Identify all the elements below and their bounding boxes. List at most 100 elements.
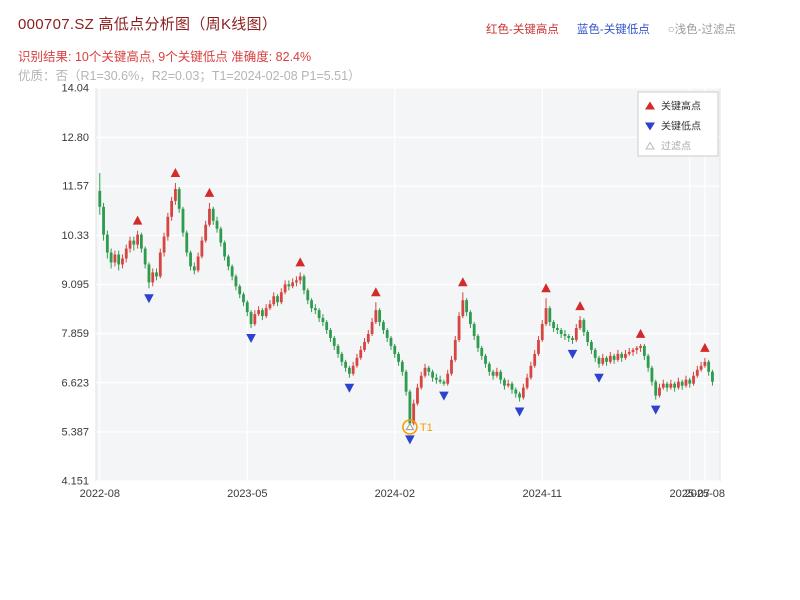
candle-body: [593, 349, 597, 358]
candle-body: [427, 367, 431, 372]
key-high-marker: [371, 287, 381, 297]
candle-body: [113, 254, 117, 263]
candle-body: [574, 328, 578, 340]
candle-body: [601, 357, 605, 364]
x-tick-label: 2023-05: [227, 488, 267, 500]
candle-body: [525, 377, 529, 388]
candle-body: [408, 391, 412, 424]
candle-body: [639, 345, 642, 348]
candle-body: [321, 318, 325, 323]
candle-body: [412, 403, 416, 424]
candle-body: [465, 300, 469, 313]
candle-body: [310, 300, 313, 309]
candle-body: [397, 353, 400, 362]
key-low-marker: [344, 383, 355, 393]
key-high-marker: [635, 328, 646, 338]
candle-body: [503, 379, 506, 386]
candle-body: [109, 252, 113, 263]
legend-key-low-label: 蓝色-关键低点: [576, 24, 650, 36]
candle-body: [382, 322, 385, 331]
candle-body: [563, 333, 567, 336]
candle-body: [400, 361, 404, 372]
candle-body: [302, 276, 306, 291]
candle-body: [306, 290, 310, 301]
candle-body: [196, 256, 200, 271]
candle-body: [139, 234, 143, 249]
key-high-marker: [575, 301, 585, 311]
candle-body: [680, 381, 684, 386]
legend-down-triangle-icon: [645, 122, 655, 131]
candle-body: [117, 254, 121, 265]
page-title: 000707.SZ 高低点分析图（周K线图）: [18, 16, 278, 33]
candle-body: [147, 264, 151, 283]
quality-line: 优质：否（R1=30.6%，R2=0.03；T1=2024-02-08 P1=5…: [18, 69, 361, 83]
candle-body: [658, 387, 661, 396]
x-tick-label: 2024-11: [522, 488, 562, 500]
candle-body: [374, 310, 378, 323]
candle-body: [105, 234, 109, 253]
candle-body: [181, 208, 185, 233]
y-tick-label: 5.387: [61, 426, 89, 438]
candle-body: [136, 234, 139, 245]
candle-body: [703, 361, 707, 366]
candle-body: [484, 355, 487, 364]
candle-body: [185, 232, 189, 253]
legend-item-label: 关键低点: [661, 120, 701, 133]
candle-body: [559, 330, 563, 334]
x-tick-label: 2025-07: [670, 488, 710, 500]
candle-body: [665, 383, 669, 388]
candle-body: [378, 310, 382, 323]
candle-body: [226, 256, 230, 267]
candle-body: [533, 353, 537, 366]
y-tick-label: 4.151: [61, 476, 89, 488]
y-tick-label: 9.095: [61, 279, 89, 291]
key-high-marker: [204, 187, 215, 197]
candle-body: [215, 220, 219, 229]
y-tick-label: 6.623: [61, 377, 89, 389]
key-low-marker: [405, 435, 415, 445]
candle-body: [544, 308, 548, 325]
candle-body: [325, 322, 329, 331]
candle-body: [537, 339, 540, 354]
candle-body: [597, 357, 601, 364]
key-high-marker: [700, 342, 710, 352]
candle-body: [620, 353, 624, 358]
t1-circle: [402, 419, 418, 435]
candle-body: [548, 308, 552, 323]
y-tick-label: 12.80: [61, 132, 89, 144]
filtered-point-marker: [405, 422, 415, 431]
t1-label: T1: [420, 422, 433, 434]
candle-body: [571, 337, 574, 340]
candle-body: [624, 353, 627, 358]
candle-body: [578, 320, 582, 329]
candle-body: [453, 339, 457, 360]
candle-body: [298, 276, 302, 281]
candle-body: [128, 240, 132, 249]
candle-body: [673, 383, 677, 388]
candle-body: [253, 314, 257, 325]
candle-body: [317, 310, 321, 319]
candle-body: [249, 312, 253, 325]
candle-body: [419, 375, 423, 388]
key-low-marker: [144, 294, 154, 304]
candle-body: [404, 371, 408, 392]
candle-body: [695, 369, 699, 376]
candle-body: [590, 341, 593, 350]
key-low-marker: [246, 334, 256, 344]
candle-body: [423, 367, 427, 376]
candle-body: [177, 188, 181, 209]
candle-body: [162, 236, 166, 253]
key-high-marker: [458, 277, 468, 287]
candle-body: [295, 280, 298, 283]
legend-open-triangle-icon: [645, 141, 655, 150]
candle-body: [242, 294, 245, 303]
candle-body: [506, 383, 510, 386]
candle-body: [631, 349, 635, 352]
candle-body: [223, 242, 226, 257]
candle-body: [124, 248, 128, 259]
candle-body: [121, 258, 124, 265]
candle-body: [393, 345, 397, 354]
candle-body: [211, 208, 215, 221]
candle-body: [264, 308, 268, 317]
